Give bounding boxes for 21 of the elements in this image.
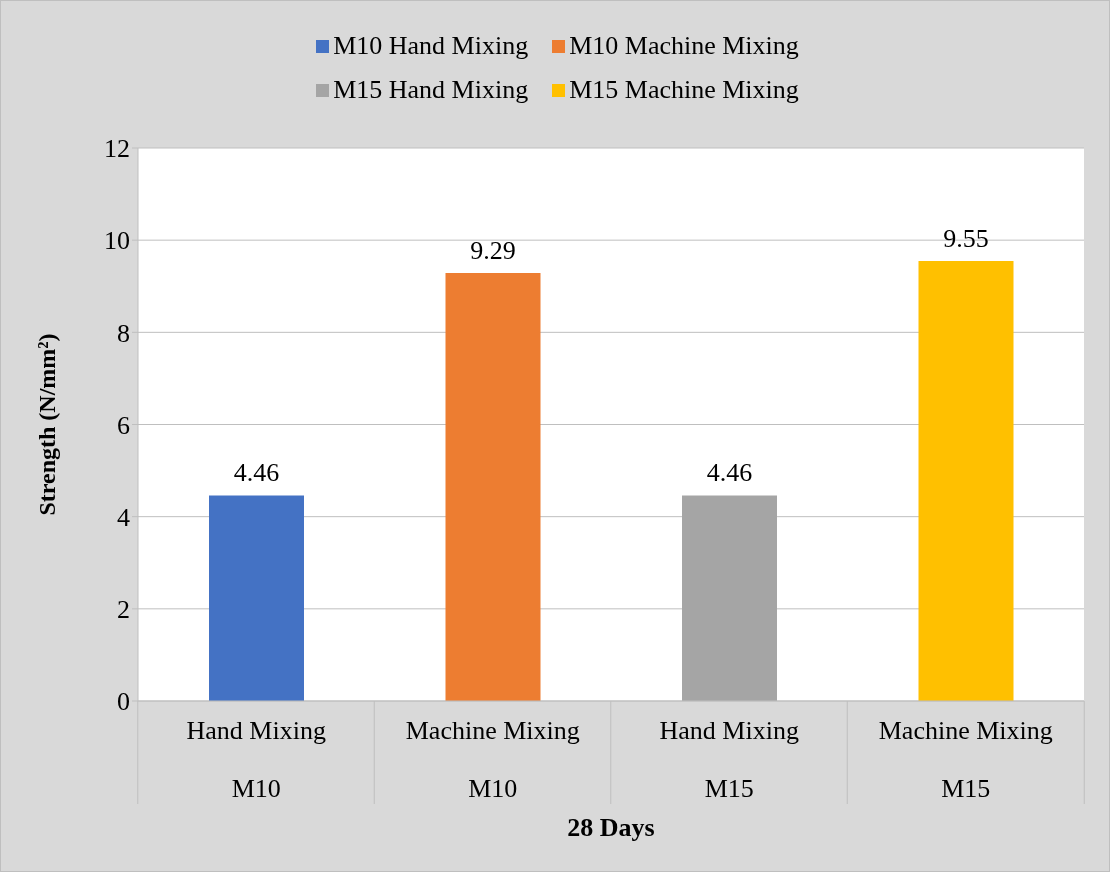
legend-label: M15 Machine Mixing xyxy=(569,75,799,105)
y-tick-label: 8 xyxy=(117,318,130,348)
data-label: 9.55 xyxy=(943,223,989,253)
legend-label: M15 Hand Mixing xyxy=(333,75,529,105)
x-axis-title: 28 Days xyxy=(567,813,655,843)
y-tick-label: 2 xyxy=(117,595,130,625)
y-tick-label: 0 xyxy=(117,687,130,717)
x-tick-label: Machine Mixing M15 xyxy=(878,716,1053,803)
x-tick-label: Hand Mixing M10 xyxy=(186,716,326,803)
legend-label: M10 Hand Mixing xyxy=(333,31,529,61)
y-tick-label: 12 xyxy=(104,134,130,164)
data-label: 4.46 xyxy=(233,458,280,488)
y-tick-label: 6 xyxy=(117,410,130,440)
y-tick-label: 4 xyxy=(117,502,130,532)
x-tick-label: Hand Mixing M15 xyxy=(659,716,799,803)
data-label: 9.29 xyxy=(470,235,516,265)
y-tick-label: 10 xyxy=(104,226,130,256)
legend-label: M10 Machine Mixing xyxy=(569,31,799,61)
x-tick-label: Machine Mixing M10 xyxy=(405,716,580,803)
data-label: 4.46 xyxy=(706,458,753,488)
y-axis-title: Strength (N/mm²) xyxy=(33,333,60,516)
